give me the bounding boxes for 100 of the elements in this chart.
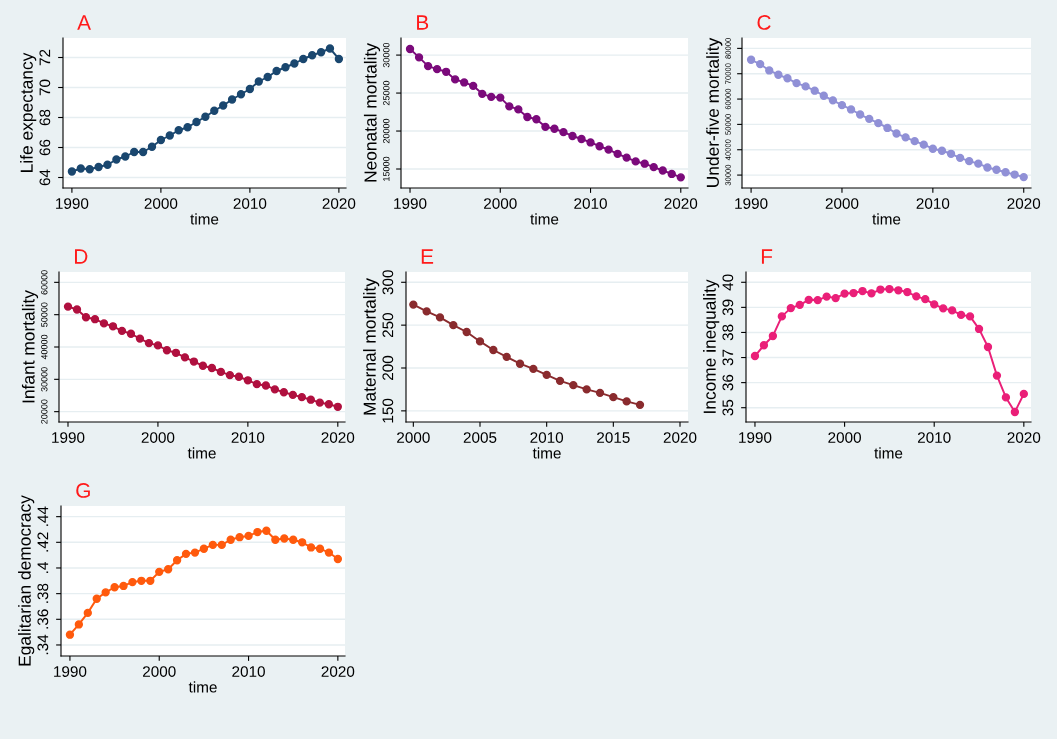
point [156,135,166,145]
x-tick-label: 2010 [233,198,267,209]
point [324,400,333,409]
point [306,395,315,404]
point [236,90,246,99]
point [279,388,289,397]
point [126,329,136,338]
y-tick-label: 64 [39,169,51,186]
point [216,367,226,377]
x-tick-label: 1990 [735,198,768,209]
point [622,397,631,406]
point [937,146,947,155]
point [137,576,146,585]
point [939,304,948,313]
point [496,93,505,102]
y-axis-title: Infant mortality [21,290,39,403]
point [489,345,498,355]
point [174,126,183,135]
x-tick-label: 2020 [321,432,355,443]
x-axis-title: time [530,213,559,225]
point [912,292,921,301]
point [128,577,137,587]
point [405,44,415,54]
point [804,295,813,305]
point [441,67,451,76]
x-axis-title: time [874,447,903,459]
point [831,293,840,303]
point [609,392,618,402]
point [423,61,433,71]
point [462,327,471,337]
point [81,313,91,322]
point [164,565,173,574]
point [435,313,445,322]
point [271,535,280,544]
point [876,285,885,294]
y-tick-label: 37 [722,349,734,366]
y-tick-label: 40000 [41,334,48,360]
point [855,110,865,119]
x-tick-label: 2000 [828,432,861,443]
x-axis-title: time [532,447,561,459]
point [155,567,164,576]
point [243,376,253,385]
point [1010,170,1019,179]
point [83,608,92,618]
point [541,122,550,132]
point [604,145,613,154]
point [171,348,181,357]
point [199,544,209,553]
point [272,66,281,76]
x-tick-label: 1990 [52,432,85,443]
point [219,101,228,110]
point [910,136,919,146]
point [138,147,148,157]
point [183,123,192,132]
point [414,53,424,62]
point [992,371,1002,380]
chart-title: C [757,15,771,30]
x-tick-label: 2020 [321,666,355,677]
point [469,81,478,91]
y-tick-label: 70 [39,79,51,96]
y-tick-label: 35 [722,399,734,416]
point [245,84,255,94]
x-tick-label: 2020 [663,432,697,443]
point [921,294,930,304]
y-tick-label: 36 [722,374,734,391]
point [72,305,82,314]
point [308,51,317,60]
point [65,630,75,639]
point [108,322,118,331]
point [478,89,487,98]
x-tick-label: 2000 [144,198,178,209]
point [1001,168,1010,177]
point [635,400,645,410]
point [85,165,94,174]
point [774,70,783,79]
y-tick-label: 150 [382,398,394,423]
point [409,300,418,309]
point [234,372,244,381]
x-tick-label: 2015 [597,432,630,443]
point [1010,407,1020,417]
chart-title: A [77,15,91,30]
point [759,341,769,350]
chart-title: B [417,15,429,30]
point [325,44,335,53]
point [297,392,306,402]
y-tick-label: .42 [37,532,49,552]
point [422,307,431,316]
y-tick-label: 20000 [41,399,48,424]
point [746,55,756,64]
point [903,287,912,297]
point [822,292,831,301]
point [515,359,525,368]
x-tick-label: 2010 [231,432,265,443]
point [649,162,658,172]
y-axis-title: Maternal mortality [363,278,380,415]
y-tick-label: 25000 [383,80,390,106]
x-tick-label: 2010 [916,198,950,209]
y-tick-label: 39 [722,299,734,316]
point [819,91,828,100]
point [865,114,874,123]
